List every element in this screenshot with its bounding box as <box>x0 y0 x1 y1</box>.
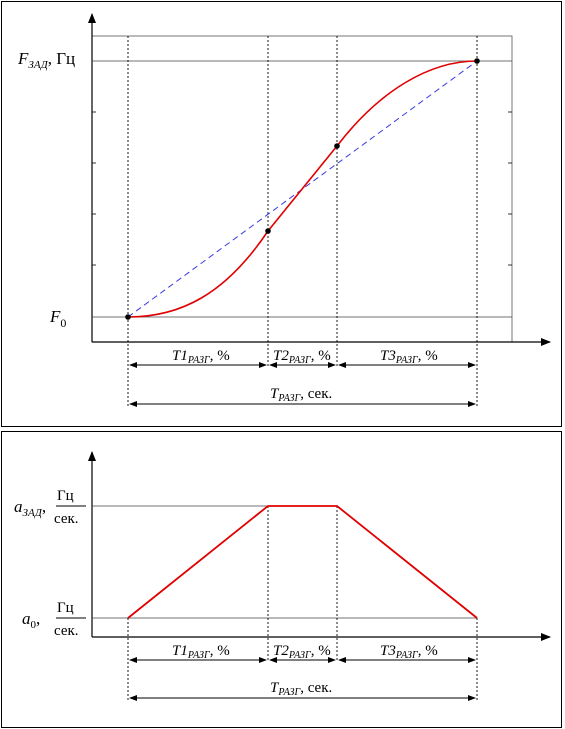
top-y-label: FЗАД, Гц <box>17 49 75 71</box>
bottom-y-unit-num: Гц <box>57 488 74 504</box>
bottom-total-label: TРАЗГ, сек. <box>270 680 332 698</box>
bottom-y-origin-label: a0, <box>22 609 40 631</box>
bottom-origin-unit-num: Гц <box>57 600 74 616</box>
curve-point-1 <box>265 228 271 234</box>
linear-ramp-line <box>127 60 478 318</box>
bottom-segment-arrows <box>129 657 476 701</box>
top-left-ticks <box>92 111 96 266</box>
bottom-segment3-label: T3РАЗГ, % <box>380 643 438 661</box>
bottom-y-label: aЗАД, <box>14 497 46 519</box>
top-segment1-label: T1РАЗГ, % <box>172 348 230 366</box>
bottom-segment1-label: T1РАЗГ, % <box>172 643 230 661</box>
s-curve-ramp <box>127 60 478 318</box>
bottom-diagram-panel <box>1 431 562 728</box>
bottom-segment2-label: T2РАЗГ, % <box>273 643 331 661</box>
curve-point-2 <box>334 143 340 149</box>
top-total-label: TРАЗГ, сек. <box>270 386 332 404</box>
top-vertical-guides <box>127 36 478 408</box>
top-right-ticks <box>508 111 512 266</box>
acceleration-trapezoid <box>127 505 478 619</box>
bottom-y-unit-den: сек. <box>54 511 79 527</box>
bottom-vertical-guides <box>127 506 478 700</box>
curve-point-end <box>474 58 480 64</box>
top-y-origin-label: F0 <box>49 307 66 330</box>
top-segment-arrows <box>129 362 476 407</box>
bottom-origin-unit-den: сек. <box>54 623 79 639</box>
top-segment3-label: T3РАЗГ, % <box>380 348 438 366</box>
bottom-chart: aЗАД, Гц сек. a0, Гц сек. T1РАЗГ, % T2РА… <box>14 451 551 701</box>
top-chart: FЗАД, Гц F0 T1РАЗГ, % T2РАЗГ, % T3РАЗГ, … <box>17 13 551 408</box>
top-segment2-label: T2РАЗГ, % <box>273 348 331 366</box>
curve-point-start <box>125 314 131 320</box>
